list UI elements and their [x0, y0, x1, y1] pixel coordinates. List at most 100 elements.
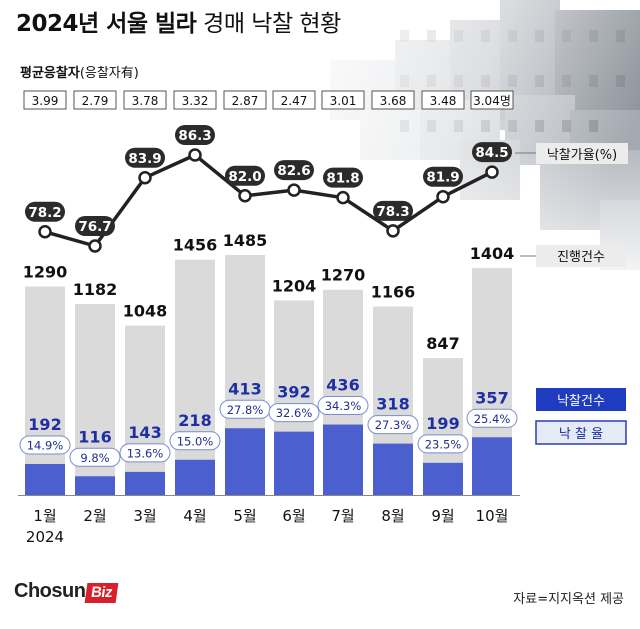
- bid-count-bar: [175, 259, 215, 495]
- success-rate-pill: [367, 415, 419, 435]
- price-rate-point: [188, 148, 202, 162]
- avg-bidder-box: [123, 90, 167, 110]
- won-count-label: 218: [178, 411, 211, 430]
- bid-count-label: 1204: [272, 276, 317, 295]
- avg-bidder-value: 3.78: [132, 94, 159, 108]
- month-tick-label: 5월: [233, 507, 256, 525]
- logo-text-biz: Biz: [85, 583, 119, 603]
- avg-bidders-heading: 평균응찰자(응찰자有): [20, 62, 139, 81]
- success-rate-label: 13.6%: [127, 446, 164, 460]
- price-rate-pill: [423, 166, 463, 187]
- month-tick-label: 7월: [331, 507, 354, 525]
- price-rate-label: 78.3: [376, 204, 409, 220]
- won-count-label: 392: [277, 383, 310, 402]
- success-rate-label: 34.3%: [325, 399, 362, 413]
- avg-bidder-box: [272, 90, 316, 110]
- success-rate-label: 14.9%: [27, 438, 64, 452]
- price-rate-point: [336, 190, 350, 205]
- price-rate-label: 82.0: [228, 169, 261, 185]
- price-rate-pill: [225, 165, 265, 186]
- won-count-bar: [75, 476, 115, 495]
- avg-bidder-value: 3.99: [32, 94, 59, 108]
- month-tick-label: 6월: [282, 507, 305, 525]
- price-rate-label: 86.3: [178, 128, 211, 144]
- bid-count-label: 1456: [173, 236, 218, 255]
- month-tick-label: 10월: [476, 507, 509, 525]
- price-rate-point: [238, 189, 252, 203]
- legend-success-rate-text: 낙 찰 율: [559, 427, 603, 442]
- won-count-label: 116: [78, 427, 111, 446]
- price-rate-pill: [323, 167, 363, 188]
- bid-count-label: 1166: [371, 283, 416, 302]
- success-rate-label: 27.8%: [227, 403, 264, 417]
- avg-bidders-heading-bold: 평균응찰자: [20, 66, 80, 81]
- success-rate-pill: [69, 447, 121, 467]
- success-rate-pill: [169, 431, 221, 451]
- avg-bidder-box: [173, 90, 217, 110]
- month-tick-label: 2월: [83, 507, 106, 525]
- won-count-bar: [25, 463, 65, 495]
- avg-bidder-box: [470, 90, 514, 110]
- won-count-bar: [323, 424, 363, 495]
- won-count-bar: [274, 431, 314, 495]
- price-rate-line: [44, 153, 493, 248]
- avg-bidder-value: 3.68: [380, 94, 407, 108]
- month-tick-label: 9월: [431, 507, 454, 525]
- price-rate-pill: [373, 200, 413, 221]
- price-rate-pill: [125, 147, 165, 168]
- price-rate-point: [88, 239, 102, 253]
- month-tick-label: 4월: [183, 507, 206, 525]
- success-rate-label: 27.3%: [375, 418, 412, 432]
- won-count-bar: [373, 443, 413, 495]
- legend-success-rate-box: [535, 420, 627, 445]
- price-rate-label: 81.9: [426, 170, 459, 186]
- month-tick-label: 3월: [133, 507, 156, 525]
- source-note: 자료=지지옥션 제공: [513, 592, 624, 607]
- avg-bidder-value: 3.48: [430, 94, 457, 108]
- legend-count-text: 진행건수: [557, 249, 605, 265]
- price-rate-pill: [75, 216, 115, 236]
- price-rate-pill: [175, 125, 215, 145]
- won-count-label: 199: [426, 414, 459, 433]
- avg-bidder-box: [321, 90, 365, 110]
- avg-bidder-value: 3.32: [182, 94, 209, 108]
- avg-bidder-value: 2.79: [82, 94, 109, 108]
- logo-text-main: Chosun: [14, 580, 86, 602]
- won-count-label: 318: [376, 395, 409, 414]
- price-rate-label: 84.5: [475, 145, 508, 161]
- chart-title-bold: 2024년 서울 빌라: [16, 11, 197, 37]
- chart-title-rest: 경매 낙찰 현황: [203, 11, 341, 37]
- month-tick-label: 8월: [381, 507, 404, 525]
- legend-count-box: [536, 245, 626, 267]
- legend-won-text: 낙찰건수: [557, 394, 605, 409]
- bid-count-label: 1485: [223, 231, 268, 250]
- price-rate-point: [138, 171, 152, 185]
- legend-price-rate-box: [536, 143, 628, 164]
- success-rate-pill: [466, 408, 518, 428]
- won-count-bar: [175, 459, 215, 495]
- won-count-bar: [225, 428, 265, 495]
- price-rate-point: [485, 165, 499, 179]
- year-label: 2024: [26, 528, 64, 546]
- won-count-label: 192: [28, 415, 61, 434]
- success-rate-label: 23.5%: [425, 437, 462, 451]
- success-rate-pill: [417, 434, 469, 454]
- avg-bidder-box: [73, 90, 117, 110]
- price-rate-point: [436, 189, 450, 204]
- price-rate-label: 82.6: [277, 163, 310, 179]
- avg-bidder-value: 3.01: [330, 94, 357, 108]
- price-rate-label: 76.7: [78, 219, 111, 235]
- price-rate-point: [386, 224, 400, 238]
- won-count-bar: [472, 437, 512, 495]
- won-count-label: 143: [128, 423, 161, 442]
- success-rate-label: 25.4%: [474, 412, 511, 426]
- won-count-bar: [423, 462, 463, 495]
- avg-bidder-box: [223, 90, 267, 110]
- bid-count-bar: [25, 286, 65, 495]
- bid-count-label: 1182: [73, 280, 118, 299]
- price-rate-label: 83.9: [128, 151, 161, 167]
- bid-count-label: 847: [426, 334, 459, 353]
- success-rate-label: 32.6%: [276, 406, 313, 420]
- won-count-label: 413: [228, 379, 261, 398]
- legend-price-rate-text: 낙찰가율(%): [547, 148, 617, 163]
